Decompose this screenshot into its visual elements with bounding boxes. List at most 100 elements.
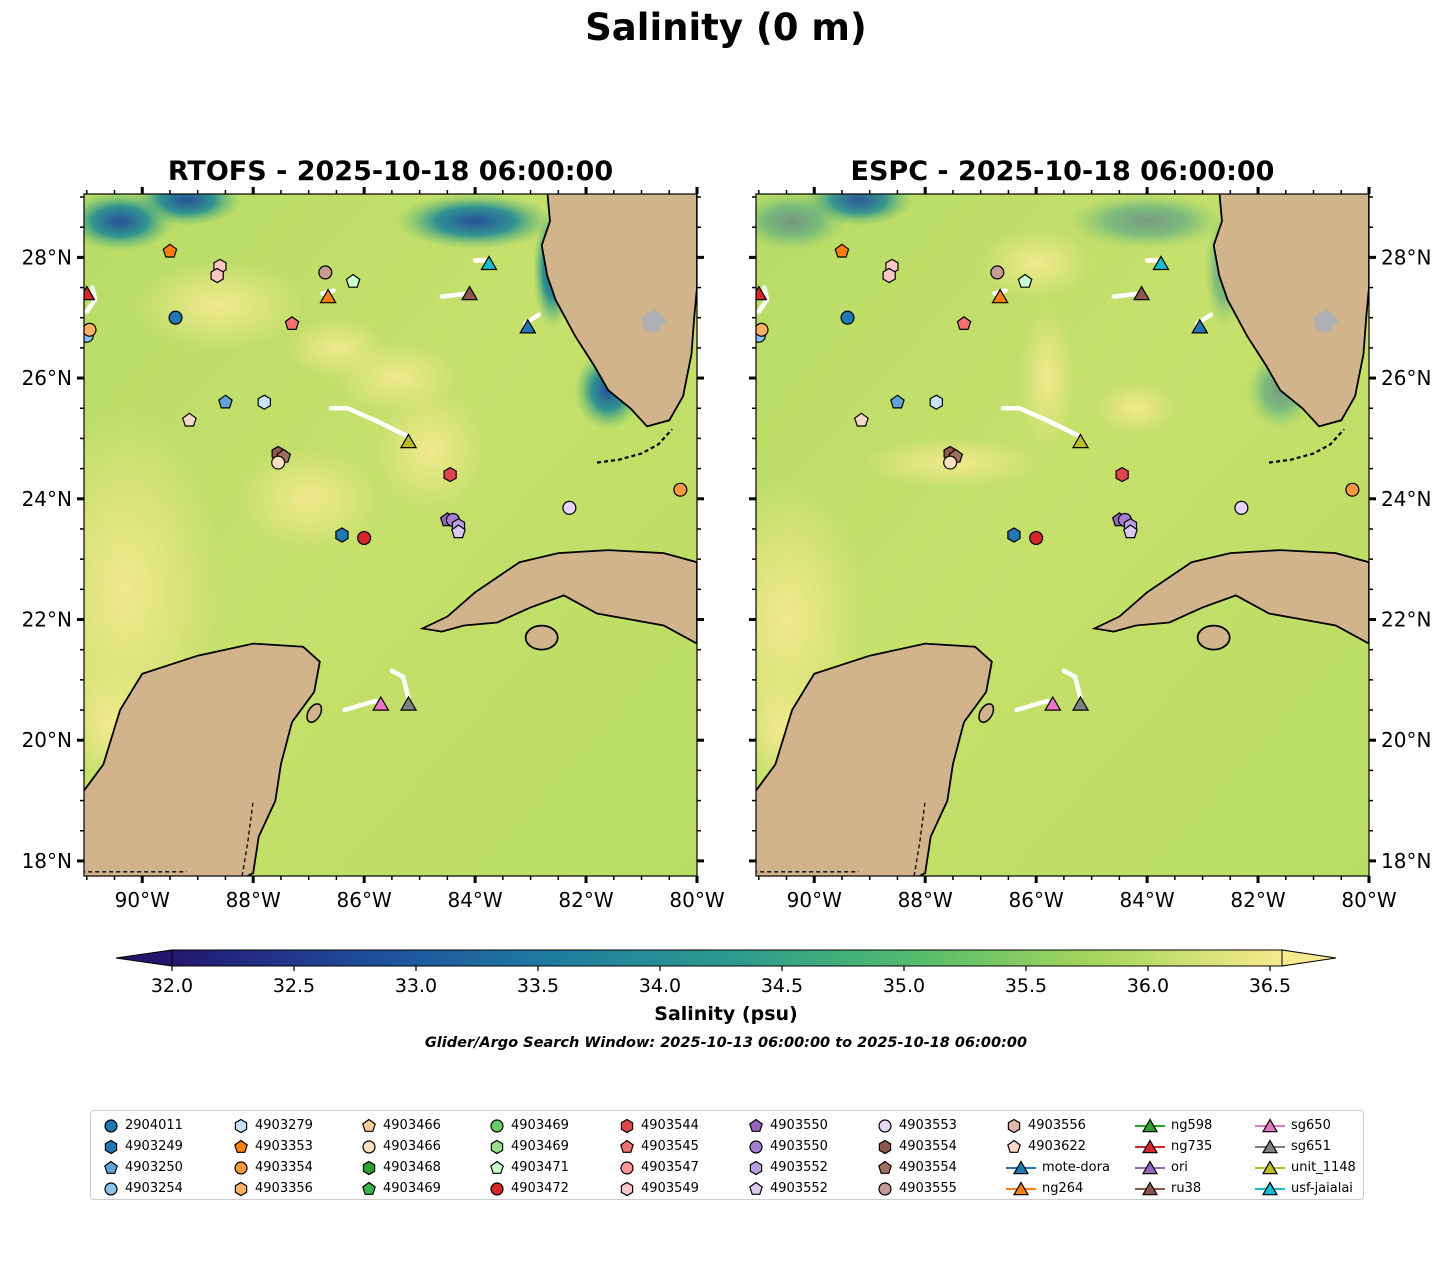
- observation-marker: [1029, 530, 1044, 546]
- legend-item: sg651: [1255, 1136, 1356, 1157]
- legend-column: 2904011 4903249 4903250 4903254: [103, 1115, 183, 1199]
- lake-okeechobee: [641, 308, 667, 333]
- land-florida: [1212, 194, 1369, 428]
- legend-column: 4903279 4903353 4903354 4903356: [233, 1115, 313, 1199]
- legend-label: 4903354: [255, 1160, 313, 1175]
- lon-tick-label: 88°W: [226, 888, 281, 912]
- observation-marker: [257, 394, 271, 410]
- colorbar: 32.0 32.5 33.0 33.5 34.0 34.5 35.0 35.5 36.0 36.5: [115, 949, 1337, 997]
- lake-okeechobee: [1313, 308, 1339, 333]
- lat-tick-label: 28°N: [1381, 245, 1431, 269]
- land-yucatan: [756, 642, 993, 876]
- panel-title-espc: ESPC - 2025-10-18 06:00:00: [850, 156, 1275, 187]
- legend-marker: [234, 1118, 248, 1133]
- legend-marker: [749, 1160, 763, 1175]
- legend-marker: [878, 1160, 892, 1174]
- observation-marker: [890, 394, 905, 409]
- legend-item: 4903553: [877, 1115, 957, 1136]
- florida-keys: [596, 428, 673, 464]
- lon-tick-label: 88°W: [898, 888, 953, 912]
- legend-label: 4903622: [1028, 1139, 1086, 1154]
- land-cuba: [1091, 549, 1369, 645]
- legend-label: 4903469: [511, 1139, 569, 1154]
- legend-marker-icon: [620, 1139, 634, 1153]
- legend-label: 4903472: [511, 1181, 569, 1196]
- lon-tick-label: 84°W: [1119, 888, 1174, 912]
- legend-label: 4903555: [899, 1181, 957, 1196]
- legend-label: 4903353: [255, 1139, 313, 1154]
- legend-item: 4903471: [489, 1157, 569, 1178]
- legend-marker-icon: [1255, 1180, 1285, 1195]
- legend-marker: [1261, 1180, 1279, 1195]
- lat-tick-label: 24°N: [22, 487, 72, 511]
- legend-marker-icon: [1135, 1180, 1165, 1195]
- legend-item: 4903545: [619, 1136, 699, 1157]
- legend-marker-icon: [878, 1118, 892, 1133]
- observation-marker: [1132, 285, 1151, 301]
- isla-juventud: [524, 624, 559, 651]
- legend-marker-icon: [878, 1160, 892, 1174]
- glider-track: [1111, 291, 1142, 299]
- legend-label: 4903469: [383, 1181, 441, 1196]
- observation-marker: [271, 455, 286, 470]
- legend-label: 4903466: [383, 1139, 441, 1154]
- observation-marker: [756, 322, 769, 337]
- axes-rtofs: 90°W 88°W 86°W 84°W 82°W 80°W 28°N 26°N 24°N 22°N…: [22, 187, 725, 912]
- lon-tick-label: 90°W: [115, 888, 170, 912]
- legend-marker: [490, 1139, 504, 1154]
- legend-marker-icon: [620, 1160, 634, 1175]
- observation-marker: [562, 500, 577, 515]
- observation-marker: [853, 412, 869, 427]
- legend-marker: [1141, 1180, 1159, 1195]
- legend-marker: [104, 1160, 118, 1174]
- lon-tick-label: 84°W: [447, 888, 502, 912]
- legend-label: 4903554: [899, 1139, 957, 1154]
- land-florida: [540, 194, 697, 428]
- legend-label: 4903550: [770, 1139, 828, 1154]
- legend-label: 4903466: [383, 1118, 441, 1133]
- legend-item: mote-dora: [1006, 1157, 1110, 1178]
- colorbar-tick-label: 32.0: [151, 975, 193, 997]
- legend-column: 4903544 4903545 4903547 4903549: [619, 1115, 699, 1199]
- legend-label: ng735: [1171, 1139, 1213, 1154]
- observation-marker: [335, 527, 349, 543]
- legend-item: 4903556: [1006, 1115, 1110, 1136]
- legend-marker-icon: [878, 1181, 892, 1196]
- colorbar-extend-min: [115, 949, 173, 967]
- legend-column: 4903550 4903550 4903552 4903552: [748, 1115, 828, 1199]
- legend-marker: [749, 1139, 763, 1154]
- colorbar-tick-label: 34.0: [639, 975, 681, 997]
- observation-marker: [181, 412, 197, 427]
- observation-marker: [1123, 524, 1138, 539]
- legend-item: 4903555: [877, 1178, 957, 1199]
- colorbar-tick-label: 36.5: [1249, 975, 1291, 997]
- observation-marker: [1017, 273, 1033, 288]
- legend-marker: [749, 1118, 763, 1132]
- legend-label: 4903545: [641, 1139, 699, 1154]
- legend-marker-icon: [620, 1118, 634, 1133]
- lon-tick-label: 86°W: [337, 888, 392, 912]
- legend-label: 2904011: [125, 1118, 183, 1133]
- lat-tick-label: 26°N: [22, 366, 72, 390]
- colorbar-tick-label: 35.5: [1005, 975, 1047, 997]
- legend-item: ng598: [1135, 1115, 1212, 1136]
- legend-label: 4903471: [511, 1160, 569, 1175]
- observation-marker: [443, 466, 457, 483]
- legend-item: 4903554: [877, 1136, 957, 1157]
- legend-label: 4903556: [1028, 1118, 1086, 1133]
- legend-marker: [1261, 1138, 1279, 1153]
- legend-marker: [490, 1160, 504, 1174]
- legend-item: 4903354: [233, 1157, 313, 1178]
- legend-marker: [362, 1160, 376, 1175]
- legend-marker-icon: [1255, 1138, 1285, 1153]
- legend-marker-icon: [878, 1139, 892, 1154]
- observation-marker: [162, 243, 178, 258]
- legend-item: 4903353: [233, 1136, 313, 1157]
- legend-item: sg650: [1255, 1115, 1356, 1136]
- observation-marker: [357, 530, 372, 546]
- legend-label: ng598: [1171, 1118, 1213, 1133]
- legend-marker-icon: [234, 1160, 248, 1175]
- observation-marker: [1152, 255, 1170, 271]
- legend-marker: [620, 1118, 634, 1133]
- legend-item: 4903466: [361, 1136, 441, 1157]
